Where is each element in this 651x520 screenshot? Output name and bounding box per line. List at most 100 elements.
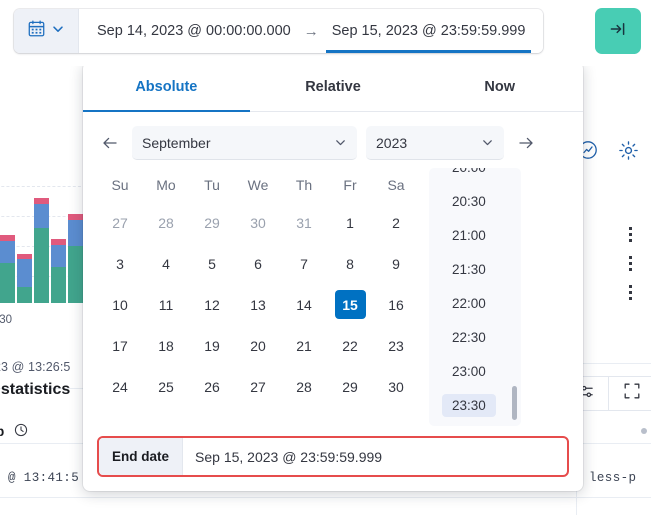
year-select[interactable]: 2023 <box>366 126 504 160</box>
day-cell-selected[interactable]: 15 <box>327 284 373 325</box>
day-cell[interactable]: 3 <box>97 243 143 284</box>
chart-bar <box>34 198 49 303</box>
calendar-and-times: Su Mo Tu We Th Fr Sa 27 28 29 30 31 <box>97 164 569 426</box>
day-label: 26 <box>204 378 220 395</box>
day-cell[interactable]: 20 <box>235 325 281 366</box>
chart-bar <box>17 254 32 303</box>
time-option[interactable]: 22:30 <box>429 320 521 354</box>
day-cell[interactable]: 22 <box>327 325 373 366</box>
tab-now[interactable]: Now <box>416 62 583 111</box>
start-date-button[interactable]: Sep 14, 2023 @ 00:00:00.000 <box>97 23 291 39</box>
day-cell[interactable]: 29 <box>189 202 235 243</box>
super-date-picker: Sep 14, 2023 @ 00:00:00.000 → Sep 15, 20… <box>14 9 544 53</box>
top-bar: Sep 14, 2023 @ 00:00:00.000 → Sep 15, 20… <box>0 0 651 66</box>
popover-tabs: Absolute Relative Now <box>83 62 583 112</box>
day-cell[interactable]: 12 <box>189 284 235 325</box>
day-cell[interactable]: 28 <box>281 366 327 407</box>
time-label: 21:00 <box>452 227 486 243</box>
day-cell[interactable]: 16 <box>373 284 419 325</box>
weekday-we: We <box>247 177 269 193</box>
divider <box>576 363 651 364</box>
date-range-display: Sep 14, 2023 @ 00:00:00.000 → Sep 15, 20… <box>79 9 544 53</box>
time-option[interactable]: 20:00 <box>429 168 521 184</box>
tab-absolute[interactable]: Absolute <box>83 62 250 112</box>
day-cell[interactable]: 24 <box>97 366 143 407</box>
weekday-sa: Sa <box>387 177 405 193</box>
day-cell[interactable]: 28 <box>143 202 189 243</box>
day-cell[interactable]: 25 <box>143 366 189 407</box>
day-label: 10 <box>112 296 128 313</box>
time-option[interactable]: 23:00 <box>429 354 521 388</box>
calendar-week-row: 3 4 5 6 7 8 9 <box>97 243 419 284</box>
vertical-dots-icon[interactable] <box>629 227 633 245</box>
chevron-down-icon <box>481 136 494 149</box>
day-cell[interactable]: 11 <box>143 284 189 325</box>
date-quick-select-button[interactable] <box>14 9 79 53</box>
month-navigation: September 2023 <box>97 120 569 164</box>
day-cell[interactable]: 23 <box>373 325 419 366</box>
chevron-down-icon <box>334 136 347 149</box>
time-list[interactable]: 20:00 20:30 21:00 21:30 22:00 22:30 23:0… <box>429 168 521 426</box>
time-list-scrollbar[interactable] <box>512 386 517 420</box>
day-cell[interactable]: 30 <box>373 366 419 407</box>
day-cell[interactable]: 29 <box>327 366 373 407</box>
day-cell[interactable]: 19 <box>189 325 235 366</box>
picker-footer: End date Sep 15, 2023 @ 23:59:59.999 <box>83 426 583 491</box>
day-cell[interactable]: 14 <box>281 284 327 325</box>
calendar-icon <box>27 19 46 43</box>
day-cell[interactable]: 27 <box>235 366 281 407</box>
day-label: 5 <box>208 255 216 272</box>
next-month-button[interactable] <box>513 130 539 156</box>
time-option[interactable]: 22:00 <box>429 286 521 320</box>
background-mono-fragment: less-p <box>589 471 637 485</box>
time-label: 20:00 <box>442 168 496 179</box>
day-cell[interactable]: 4 <box>143 243 189 284</box>
time-list-scroll: 20:00 20:30 21:00 21:30 22:00 22:30 23:0… <box>429 168 521 422</box>
chart-axis-label: :30 <box>0 314 12 326</box>
time-option-selected[interactable]: 23:30 <box>429 388 521 422</box>
time-option[interactable]: 21:00 <box>429 218 521 252</box>
day-cell[interactable]: 30 <box>235 202 281 243</box>
gear-icon[interactable] <box>618 140 639 166</box>
day-cell[interactable]: 27 <box>97 202 143 243</box>
time-option[interactable]: 20:30 <box>429 184 521 218</box>
update-button[interactable] <box>595 8 641 54</box>
day-cell[interactable]: 2 <box>373 202 419 243</box>
calendar-week-row: 17 18 19 20 21 22 23 <box>97 325 419 366</box>
vertical-dots-icon[interactable] <box>629 285 633 303</box>
vertical-dots-icon[interactable] <box>629 256 633 274</box>
tab-relative[interactable]: Relative <box>250 62 417 111</box>
end-date-field[interactable]: End date Sep 15, 2023 @ 23:59:59.999 <box>97 436 569 477</box>
day-label: 14 <box>296 296 312 313</box>
weekday-fr: Fr <box>343 177 357 193</box>
day-cell[interactable]: 21 <box>281 325 327 366</box>
end-date-button[interactable]: Sep 15, 2023 @ 23:59:59.999 <box>325 9 532 53</box>
weekday-th: Th <box>295 177 313 193</box>
previous-month-button[interactable] <box>97 130 123 156</box>
day-cell[interactable]: 10 <box>97 284 143 325</box>
day-cell[interactable]: 1 <box>327 202 373 243</box>
chart-bar <box>51 239 66 303</box>
day-cell[interactable]: 8 <box>327 243 373 284</box>
calendar-week-row: 27 28 29 30 31 1 2 <box>97 202 419 243</box>
month-select-value: September <box>142 134 211 151</box>
month-select[interactable]: September <box>132 126 357 160</box>
day-cell[interactable]: 17 <box>97 325 143 366</box>
time-label: 23:00 <box>452 363 486 379</box>
day-cell[interactable]: 18 <box>143 325 189 366</box>
end-date-value[interactable]: Sep 15, 2023 @ 23:59:59.999 <box>195 448 383 465</box>
day-cell[interactable]: 7 <box>281 243 327 284</box>
day-cell[interactable]: 26 <box>189 366 235 407</box>
day-cell[interactable]: 13 <box>235 284 281 325</box>
day-cell[interactable]: 5 <box>189 243 235 284</box>
day-cell[interactable]: 6 <box>235 243 281 284</box>
tab-relative-label: Relative <box>305 78 361 95</box>
day-label: 9 <box>392 255 400 272</box>
fullscreen-button[interactable] <box>608 376 651 411</box>
day-cell[interactable]: 31 <box>281 202 327 243</box>
day-cell[interactable]: 9 <box>373 243 419 284</box>
day-label: 23 <box>388 337 404 354</box>
weekday-header-row: Su Mo Tu We Th Fr Sa <box>97 168 419 202</box>
time-option[interactable]: 21:30 <box>429 252 521 286</box>
chart-bar <box>0 235 15 303</box>
